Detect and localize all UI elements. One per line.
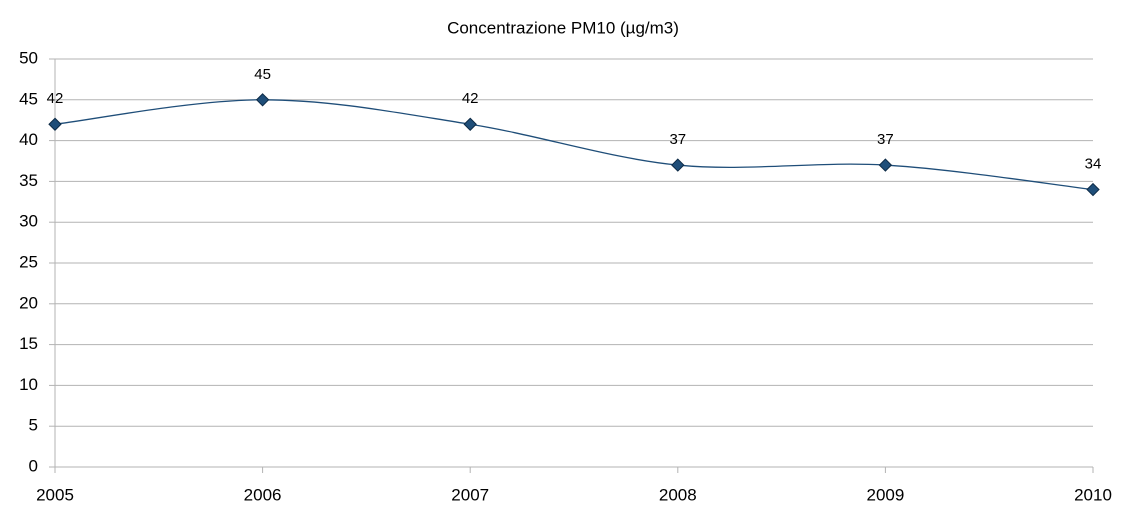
y-tick-label: 25 xyxy=(19,252,38,271)
marker xyxy=(48,117,62,131)
line xyxy=(54,99,1094,191)
x-tick-label: 2007 xyxy=(451,485,489,504)
x-tick-label: 2009 xyxy=(866,485,904,504)
y-tick-label: 10 xyxy=(19,375,38,394)
y-tick-label: 45 xyxy=(19,89,38,108)
x-tick-label: 2010 xyxy=(1074,485,1112,504)
y-tick-label: 35 xyxy=(19,171,38,190)
data-label: 34 xyxy=(1085,156,1102,173)
marker xyxy=(671,158,685,172)
chart-title: Concentrazione PM10 (µg/m3) xyxy=(447,18,679,37)
y-tick-label: 20 xyxy=(19,293,38,312)
x-tick-label: 2005 xyxy=(36,485,74,504)
marker xyxy=(1086,182,1100,197)
data-label: 42 xyxy=(47,90,64,107)
data-label: 42 xyxy=(462,90,479,107)
data-label: 37 xyxy=(669,131,686,148)
data-label: 37 xyxy=(877,131,894,148)
marker xyxy=(255,93,270,107)
x-tick-label: 2006 xyxy=(244,485,282,504)
y-tick-label: 0 xyxy=(29,456,38,475)
y-tick-label: 50 xyxy=(19,48,38,67)
y-tick-label: 40 xyxy=(19,130,38,149)
marker xyxy=(878,158,893,172)
x-tick-label: 2008 xyxy=(659,485,697,504)
marker xyxy=(463,117,477,131)
y-tick-label: 15 xyxy=(19,334,38,353)
data-label: 45 xyxy=(254,66,271,83)
y-tick-label: 30 xyxy=(19,212,38,231)
y-tick-label: 5 xyxy=(29,416,38,435)
